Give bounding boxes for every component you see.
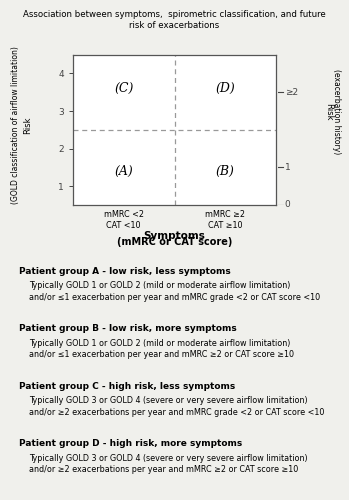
Text: Patient group D - high risk, more symptoms: Patient group D - high risk, more sympto…	[19, 439, 242, 448]
Text: Patient group C - high risk, less symptoms: Patient group C - high risk, less sympto…	[19, 382, 235, 390]
Text: (GOLD classification of airflow limitation): (GOLD classification of airflow limitati…	[11, 46, 20, 204]
Text: Patient group A - low risk, less symptoms: Patient group A - low risk, less symptom…	[19, 267, 231, 276]
Text: Typically GOLD 3 or GOLD 4 (severe or very severe airflow limitation)
and/or ≥2 : Typically GOLD 3 or GOLD 4 (severe or ve…	[29, 454, 307, 474]
Text: Risk: Risk	[23, 116, 32, 134]
Text: Typically GOLD 1 or GOLD 2 (mild or moderate airflow limitation)
and/or ≤1 exace: Typically GOLD 1 or GOLD 2 (mild or mode…	[29, 339, 294, 359]
Text: mMRC ≥2
CAT ≥10: mMRC ≥2 CAT ≥10	[205, 210, 245, 230]
Text: Association between symptoms,  spirometric classification, and future
risk of ex: Association between symptoms, spirometri…	[23, 10, 326, 30]
Text: (exacerbation history): (exacerbation history)	[333, 70, 341, 154]
Text: Typically GOLD 1 or GOLD 2 (mild or moderate airflow limitation)
and/or ≤1 exace: Typically GOLD 1 or GOLD 2 (mild or mode…	[29, 282, 320, 302]
Text: Typically GOLD 3 or GOLD 4 (severe or very severe airflow limitation)
and/or ≥2 : Typically GOLD 3 or GOLD 4 (severe or ve…	[29, 396, 324, 416]
Text: (mMRC or CAT score): (mMRC or CAT score)	[117, 237, 232, 247]
Text: Patient group B - low risk, more symptoms: Patient group B - low risk, more symptom…	[19, 324, 237, 333]
Text: mMRC <2
CAT <10: mMRC <2 CAT <10	[104, 210, 144, 230]
Text: Risk: Risk	[324, 104, 333, 121]
Text: Symptoms: Symptoms	[143, 232, 206, 241]
